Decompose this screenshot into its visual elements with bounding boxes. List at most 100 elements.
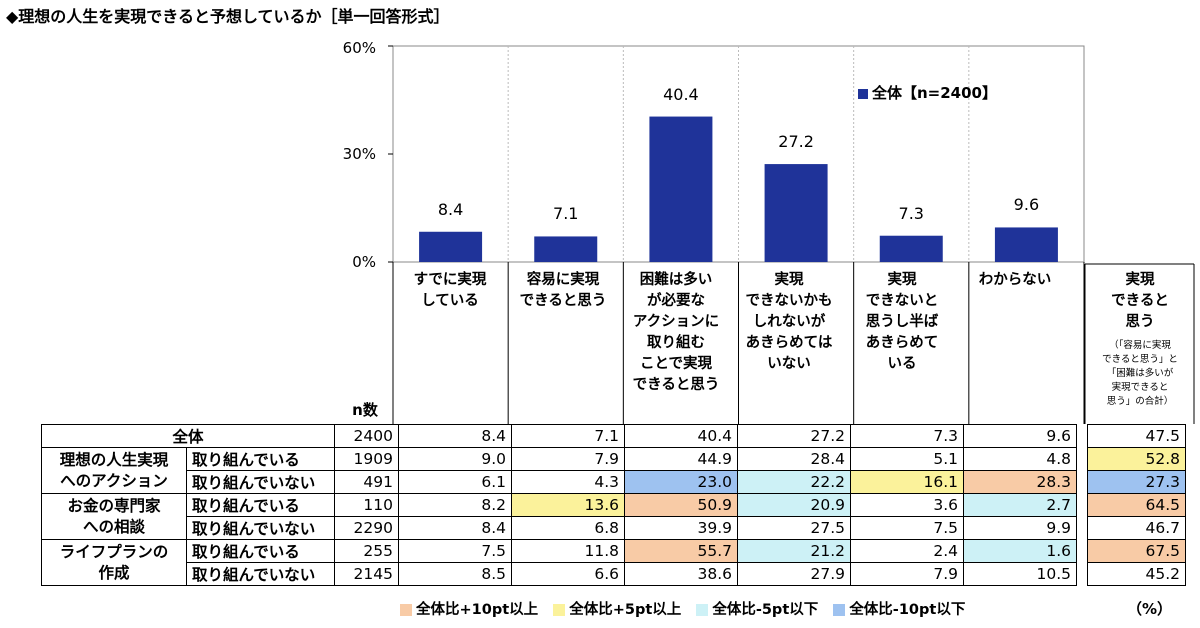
legend-label: 全体【n=2400】: [872, 84, 997, 102]
value-cell: 9.0: [398, 447, 512, 471]
y-tick-label: 60%: [342, 39, 376, 57]
legend-item: 全体比+5pt以上: [553, 598, 681, 619]
gap-cell: [1076, 447, 1088, 471]
summary-header-note: （「容易に実現 できると思う」と 「困難は多いが 実現できると 思う」の合計）: [1102, 340, 1178, 407]
y-tick-label: 0%: [352, 253, 376, 271]
value-cell: 38.6: [624, 562, 738, 586]
value-cell: 4.8: [963, 447, 1077, 471]
value-cell: 2.7: [963, 493, 1077, 517]
table-row: ライフプランの 作成 取り組んでいる 255 7.5 11.8 55.7 21.…: [41, 539, 1186, 586]
row-label: 全体: [41, 424, 335, 448]
legend-swatch: [833, 604, 846, 616]
value-cell: 7.5: [850, 516, 964, 540]
value-cell: 7.9: [511, 447, 625, 471]
group-label: ライフプランの 作成: [41, 539, 187, 586]
category-header: すでに実現 している: [413, 272, 487, 309]
row-label: 取り組んでいない: [186, 470, 335, 494]
bar: [879, 235, 943, 262]
row-label: 取り組んでいる: [186, 539, 335, 563]
bar-value-label: 7.1: [553, 204, 579, 224]
value-cell: 7.9: [850, 562, 964, 586]
sum-cell: 52.8: [1087, 447, 1186, 471]
value-cell: 13.6: [511, 493, 625, 517]
value-cell: 23.0: [624, 470, 738, 494]
category-header: 困難は多い が必要な アクションに 取り組む ことで実現 できると思う: [632, 272, 720, 393]
table-row: 取り組んでいない 491 6.1 4.3 23.0 22.2 16.1 28.3…: [42, 470, 1186, 494]
bar-value-label: 9.6: [1013, 195, 1040, 215]
bar: [534, 236, 598, 262]
value-cell: 22.2: [737, 470, 851, 494]
value-cell: 10.5: [963, 562, 1077, 586]
value-cell: 8.2: [398, 493, 512, 517]
n-count: 2145: [334, 562, 399, 586]
value-cell: 27.2: [737, 424, 851, 448]
row-label: 取り組んでいない: [186, 562, 335, 586]
category-header: 実現 できないかも しれないが あきらめては いない: [745, 272, 833, 372]
value-cell: 7.1: [511, 424, 625, 448]
n-count-header: n数: [352, 401, 378, 419]
legend-item-label: 全体比-10pt以下: [849, 602, 966, 618]
bar: [649, 116, 713, 262]
value-cell: 50.9: [624, 493, 738, 517]
category-header: 容易に実現 できると思う: [519, 272, 607, 309]
gap-cell: [1076, 516, 1088, 540]
value-cell: 27.9: [737, 562, 851, 586]
table-row: 取り組んでいない 2290 8.4 6.8 39.9 27.5 7.5 9.9 …: [42, 516, 1186, 540]
n-count: 2290: [334, 516, 399, 540]
category-header: わからない: [978, 272, 1052, 288]
data-table: 全体 2400 8.4 7.1 40.4 27.2 7.3 9.6 47.5 理…: [41, 424, 1186, 586]
value-cell: 21.2: [737, 539, 851, 563]
value-cell: 55.7: [624, 539, 738, 563]
legend-item: 全体比-10pt以下: [833, 598, 965, 619]
value-cell: 40.4: [624, 424, 738, 448]
bar-value-label: 8.4: [437, 199, 464, 219]
gap-cell: [1076, 493, 1088, 517]
gap-cell: [1076, 562, 1088, 586]
sum-cell: 47.5: [1087, 424, 1186, 448]
table-row-total: 全体 2400 8.4 7.1 40.4 27.2 7.3 9.6 47.5: [41, 424, 1186, 448]
value-cell: 7.5: [398, 539, 512, 563]
value-cell: 8.4: [398, 516, 512, 540]
legend-swatch: [696, 604, 709, 616]
value-cell: 44.9: [624, 447, 738, 471]
value-cell: 8.5: [398, 562, 512, 586]
row-label: 取り組んでいる: [186, 447, 335, 471]
value-cell: 6.1: [398, 470, 512, 494]
value-cell: 9.9: [963, 516, 1077, 540]
legend-item-label: 全体比+10pt以上: [416, 602, 539, 618]
legend-item-label: 全体比-5pt以下: [712, 602, 819, 618]
value-cell: 16.1: [850, 470, 964, 494]
value-cell: 28.4: [737, 447, 851, 471]
n-count: 491: [334, 470, 399, 494]
chart-title: ◆理想の人生を実現できると予想しているか［単一回答形式］: [6, 7, 450, 26]
category-header: 実現 できないと 思うし半ば あきらめて いる: [865, 272, 939, 372]
unit-label: （%）: [1127, 600, 1173, 618]
row-label: 取り組んでいない: [186, 516, 335, 540]
legend-swatch: [400, 604, 412, 616]
legend-item: 全体比-5pt以下: [696, 598, 818, 619]
value-cell: 2.4: [850, 539, 964, 563]
sum-cell: 64.5: [1087, 493, 1186, 517]
y-tick-label: 30%: [342, 145, 376, 163]
gap-cell: [1076, 470, 1088, 494]
table-row: 取り組んでいない 2145 8.5 6.6 38.6 27.9 7.9 10.5…: [42, 562, 1186, 586]
gap-cell: [1076, 424, 1088, 448]
n-count: 255: [334, 539, 399, 563]
bar: [419, 231, 483, 262]
chart-legend: 全体【n=2400】: [858, 82, 997, 103]
table-row: 理想の人生実現 へのアクション 取り組んでいる 1909 9.0 7.9 44.…: [41, 447, 1186, 494]
value-cell: 1.6: [963, 539, 1077, 563]
n-count: 2400: [334, 424, 399, 448]
sum-cell: 46.7: [1087, 516, 1186, 540]
value-cell: 6.6: [511, 562, 625, 586]
highlight-legend: 全体比+10pt以上 全体比+5pt以上 全体比-5pt以下 全体比-10pt以…: [400, 598, 975, 619]
value-cell: 5.1: [850, 447, 964, 471]
value-cell: 7.3: [850, 424, 964, 448]
legend-item: 全体比+10pt以上: [400, 598, 538, 619]
summary-header: 実現 できると 思う: [1111, 272, 1169, 330]
value-cell: 6.8: [511, 516, 625, 540]
group-label: 理想の人生実現 へのアクション: [41, 447, 187, 494]
legend-item-label: 全体比+5pt以上: [569, 602, 682, 618]
row-label: 取り組んでいる: [186, 493, 335, 517]
value-cell: 4.3: [511, 470, 625, 494]
